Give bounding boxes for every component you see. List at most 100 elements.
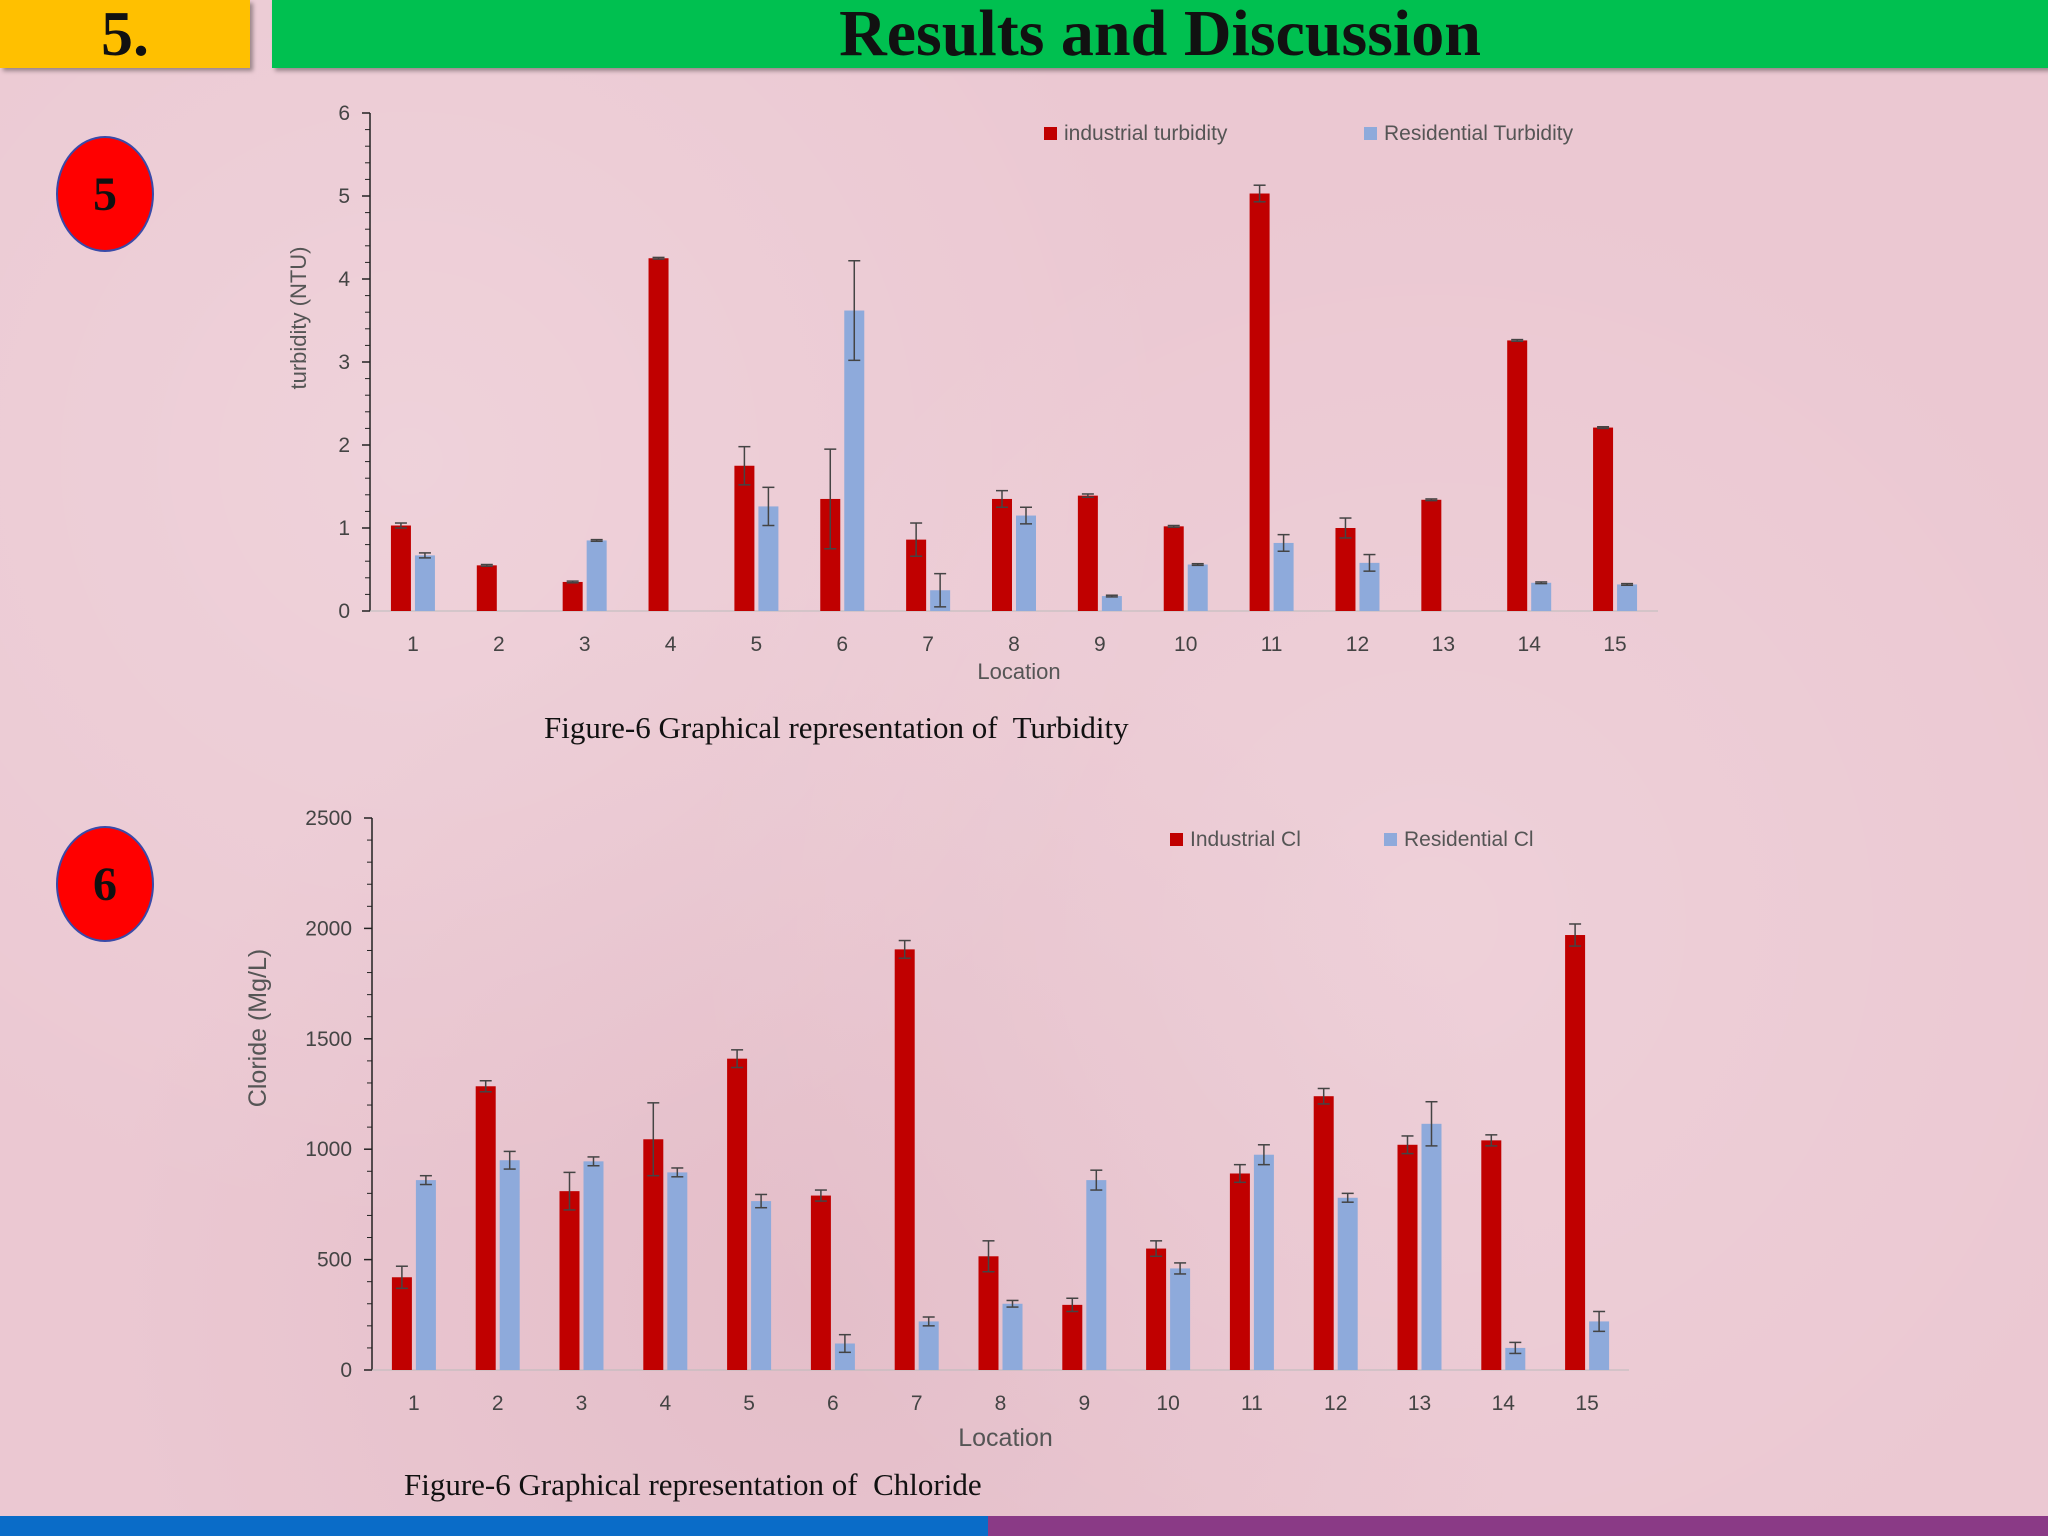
turbidity-caption: Figure-6 Graphical representation of Tur… xyxy=(544,710,1129,745)
bar-residential-11 xyxy=(1253,1154,1274,1370)
legend-label: Residential Cl xyxy=(1404,828,1534,851)
y-tick-label: 6 xyxy=(338,102,350,125)
bar-industrial-3 xyxy=(562,581,583,611)
y-tick-label: 2000 xyxy=(305,917,352,940)
bar-residential-2 xyxy=(499,1160,520,1370)
y-tick-label: 1 xyxy=(338,517,350,540)
bar-residential-10 xyxy=(1170,1268,1191,1370)
bar-industrial-9 xyxy=(1077,495,1098,611)
x-tick-label: 8 xyxy=(995,1392,1007,1415)
legend-swatch xyxy=(1384,833,1397,846)
x-tick-label: 1 xyxy=(408,1392,420,1415)
bar-residential-7 xyxy=(918,1321,939,1370)
bar-residential-6 xyxy=(844,310,865,611)
bar-residential-8 xyxy=(1016,515,1036,611)
legend-label: Industrial Cl xyxy=(1190,828,1301,851)
bar-residential-15 xyxy=(1589,1321,1610,1370)
x-tick-label: 5 xyxy=(751,633,763,656)
x-tick-label: 15 xyxy=(1603,633,1626,656)
bar-industrial-7 xyxy=(906,539,927,611)
badge-chloride: 6 xyxy=(56,826,154,942)
bar-industrial-8 xyxy=(992,498,1012,611)
bar-industrial-12 xyxy=(1313,1096,1334,1370)
x-tick-label: 8 xyxy=(1008,633,1020,656)
bar-industrial-1 xyxy=(390,525,411,611)
x-tick-label: 11 xyxy=(1241,1392,1263,1415)
footer-bar-left xyxy=(0,1516,988,1536)
x-tick-label: 14 xyxy=(1492,1392,1516,1415)
bar-industrial-9 xyxy=(1062,1304,1083,1370)
bar-residential-9 xyxy=(1101,596,1122,611)
page-title: Results and Discussion xyxy=(272,0,2048,70)
y-tick-label: 2500 xyxy=(305,807,352,830)
x-axis-label: Location xyxy=(958,1424,1053,1452)
bar-industrial-3 xyxy=(559,1191,580,1370)
bar-residential-12 xyxy=(1359,562,1380,611)
bar-residential-6 xyxy=(834,1343,855,1370)
bar-industrial-2 xyxy=(475,1086,496,1370)
y-tick-label: 0 xyxy=(340,1359,352,1382)
bar-residential-14 xyxy=(1531,582,1552,611)
y-axis-label: turbidity (NTU) xyxy=(286,246,311,389)
bar-residential-5 xyxy=(758,506,779,611)
x-tick-label: 12 xyxy=(1324,1392,1347,1415)
bar-industrial-5 xyxy=(734,465,755,611)
bar-industrial-14 xyxy=(1481,1140,1502,1370)
legend-swatch xyxy=(1170,833,1183,846)
bar-residential-8 xyxy=(1002,1303,1023,1370)
footer-bar-right xyxy=(988,1516,2048,1536)
bar-residential-1 xyxy=(415,1180,436,1370)
x-tick-label: 3 xyxy=(579,633,591,656)
x-tick-label: 11 xyxy=(1261,633,1283,656)
x-tick-label: 1 xyxy=(407,633,419,656)
bar-industrial-4 xyxy=(648,258,669,611)
bar-industrial-11 xyxy=(1249,193,1270,611)
x-tick-label: 13 xyxy=(1432,633,1455,656)
bar-residential-15 xyxy=(1617,584,1638,611)
bar-residential-10 xyxy=(1187,564,1208,611)
x-tick-label: 4 xyxy=(665,633,677,656)
x-tick-label: 9 xyxy=(1094,633,1106,656)
x-tick-label: 3 xyxy=(576,1392,588,1415)
bar-industrial-15 xyxy=(1593,427,1614,611)
chloride-caption: Figure-6 Graphical representation of Chl… xyxy=(404,1467,982,1502)
bar-industrial-8 xyxy=(978,1256,999,1370)
legend-swatch xyxy=(1364,127,1377,140)
y-tick-label: 500 xyxy=(317,1249,352,1272)
legend-swatch xyxy=(1044,127,1057,140)
x-tick-label: 10 xyxy=(1174,633,1197,656)
bar-industrial-10 xyxy=(1163,526,1184,611)
bar-residential-3 xyxy=(586,540,607,611)
badge-turbidity: 5 xyxy=(56,136,154,252)
y-tick-label: 3 xyxy=(338,351,350,374)
bar-industrial-6 xyxy=(810,1195,831,1370)
y-tick-label: 0 xyxy=(338,600,350,623)
bar-residential-11 xyxy=(1273,542,1294,611)
bar-residential-12 xyxy=(1337,1197,1358,1370)
legend-label: industrial turbidity xyxy=(1064,122,1228,145)
bar-industrial-15 xyxy=(1565,935,1586,1370)
y-tick-label: 4 xyxy=(338,268,350,291)
x-tick-label: 12 xyxy=(1346,633,1369,656)
legend-label: Residential Turbidity xyxy=(1384,122,1574,145)
bar-industrial-14 xyxy=(1507,340,1528,611)
bar-industrial-1 xyxy=(391,1277,412,1370)
x-tick-label: 7 xyxy=(911,1392,923,1415)
x-tick-label: 7 xyxy=(922,633,934,656)
y-tick-label: 1500 xyxy=(305,1028,352,1051)
y-tick-label: 5 xyxy=(338,185,350,208)
x-tick-label: 6 xyxy=(836,633,848,656)
bar-residential-13 xyxy=(1421,1123,1442,1370)
x-tick-label: 13 xyxy=(1408,1392,1431,1415)
bar-industrial-2 xyxy=(476,565,497,611)
bar-industrial-6 xyxy=(820,498,841,611)
bar-residential-3 xyxy=(583,1161,604,1370)
bar-industrial-4 xyxy=(643,1139,664,1370)
bar-residential-5 xyxy=(751,1201,772,1370)
y-tick-label: 1000 xyxy=(305,1138,352,1161)
section-number: 5. xyxy=(0,0,250,69)
bar-industrial-10 xyxy=(1146,1248,1167,1370)
x-tick-label: 9 xyxy=(1078,1392,1090,1415)
